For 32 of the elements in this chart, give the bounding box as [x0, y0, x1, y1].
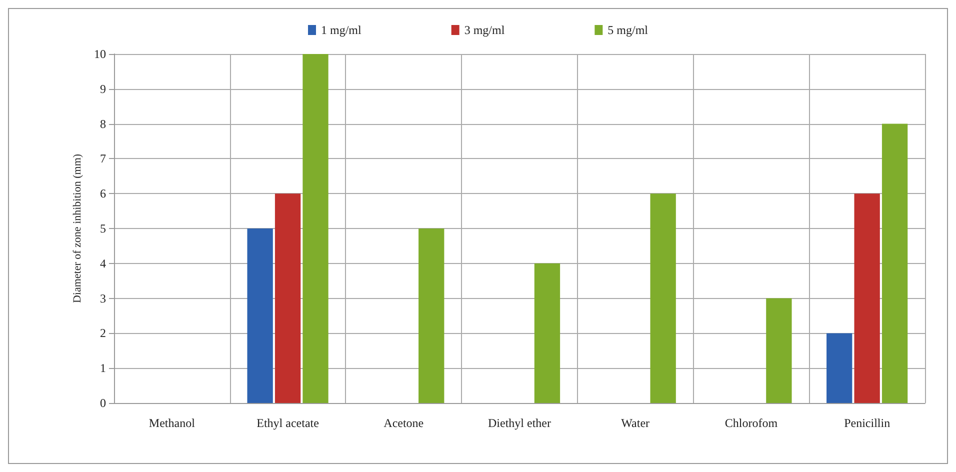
y-tick-label: 7: [100, 152, 106, 166]
y-tick-label: 9: [100, 82, 106, 96]
legend-label: 5 mg/ml: [608, 23, 649, 37]
y-tick-label: 2: [100, 326, 106, 340]
x-tick-label: Water: [621, 416, 650, 430]
y-tick-label: 4: [100, 256, 106, 270]
x-tick-label: Methanol: [148, 416, 196, 430]
bar: [274, 194, 301, 403]
y-tick-label: 0: [100, 396, 106, 410]
x-tick-label: Chlorofom: [724, 416, 778, 430]
y-tick-label: 8: [100, 116, 106, 131]
x-tick-label: Diethyl ether: [488, 416, 551, 430]
bar: [247, 228, 273, 403]
legend-label: 3 mg/ml: [464, 23, 506, 37]
y-tick-label: 6: [100, 186, 106, 201]
bar: [302, 54, 328, 403]
bar: [826, 333, 852, 403]
bar: [418, 228, 444, 403]
bar: [882, 124, 908, 403]
y-tick-label: 1: [100, 361, 106, 376]
y-tick-label: 10: [94, 47, 106, 61]
bar: [650, 194, 676, 403]
x-tick-label: Acetone: [384, 416, 424, 430]
x-tick-label: Penicillin: [844, 416, 890, 430]
y-tick-label: 3: [100, 291, 106, 306]
y-axis-title: Diameter of zone inhibition (mm): [72, 154, 84, 304]
bar: [534, 263, 560, 403]
bar: [854, 194, 880, 403]
legend-label: 1 mg/ml: [320, 23, 362, 37]
bar: [766, 298, 792, 403]
y-tick-label: 5: [100, 222, 106, 236]
x-tick-label: Ethyl acetate: [256, 416, 319, 430]
